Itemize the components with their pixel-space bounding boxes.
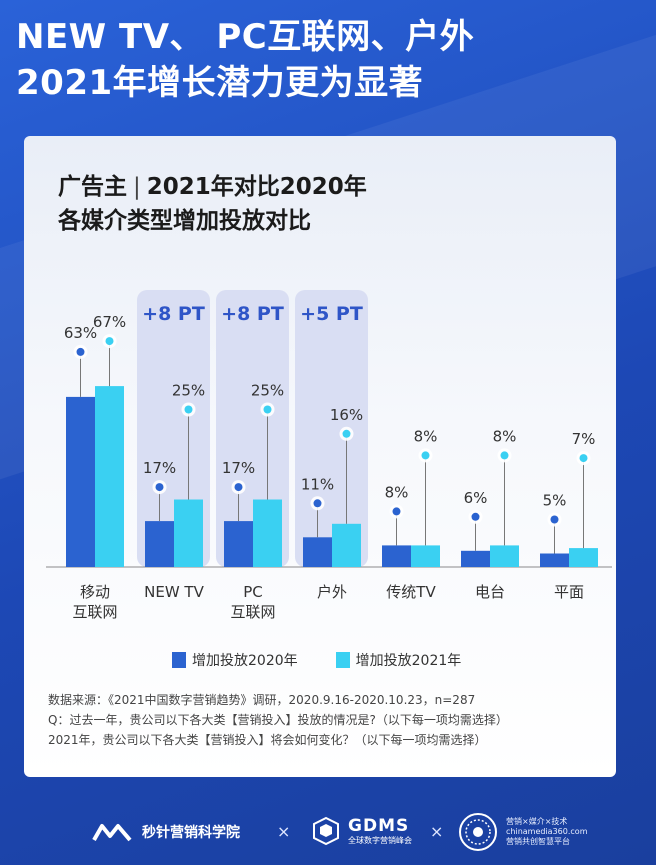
marker-dot [105,337,114,346]
legend-item-2021: 增加投放2021年 [335,650,462,670]
highlight-label: +8 PT [142,303,205,325]
category-label: 电台 [475,583,505,601]
note-question-2: 2021年，贵公司以下各大类【营销投入】将会如何变化？（以下每一项均需选择） [48,733,487,747]
marker-dot [500,451,509,460]
category-label: 移动 [80,583,110,601]
data-label: 63% [64,324,97,342]
bar [303,537,332,567]
card-title-left: 广告主 [58,174,127,200]
gdms-cube-icon [313,816,339,846]
bar [490,545,519,567]
marker-dot [579,454,588,463]
card-subtitle: 各媒介类型增加投放对比 [58,208,311,234]
logo-miaozhen-name: 秒针营销科学院 [142,825,240,841]
category-label: 互联网 [230,603,275,621]
note-question-1: Q：过去一年，贵公司以下各大类【营销投入】投放的情况是?（以下每一项均需选择） [48,713,508,727]
category-label: NEW TV [144,583,204,601]
legend-item-2020: 增加投放2020年 [172,650,298,670]
logo-chinamedia-line-2: chinamedia360.com [506,827,588,836]
logo-gdms-name: GDMS [348,815,410,836]
headline: NEW TV、 PC互联网、户外 2021年增长潜力更为显著 [16,14,640,106]
legend-label-2021: 增加投放2021年 [355,653,462,669]
marker-dot [234,483,243,492]
data-label: 17% [143,459,176,477]
data-label: 25% [172,382,205,400]
data-label: 8% [493,427,517,445]
highlight-band [216,290,289,567]
source-notes: 数据来源：《2021中国数字营销趋势》调研，2020.9.16-2020.10.… [48,690,618,750]
card-title-separator: | [133,174,141,200]
data-label: 7% [572,430,596,448]
chart-legend: 增加投放2020年 增加投放2021年 [172,648,499,672]
bar [540,553,569,567]
marker-dot [155,483,164,492]
miaozhen-logo-icon [92,824,132,842]
bar [411,545,440,567]
logo-gdms: GDMS 全球数字营销峰会 [312,816,412,846]
bar [145,521,174,567]
data-label: 8% [414,427,438,445]
logo-chinamedia-line-3: 营销共创智慧平台 [506,837,570,846]
marker-dot [471,512,480,521]
category-label: PC [243,583,263,601]
bar [224,521,253,567]
data-label: 5% [543,492,567,510]
marker-dot [550,515,559,524]
bar [382,545,411,567]
category-label: 传统TV [386,583,436,601]
highlight-label: +8 PT [221,303,284,325]
logo-miaozhen: 秒针营销科学院 [92,822,240,842]
bar [332,523,361,567]
legend-swatch-2021 [335,652,350,668]
marker-dot [421,451,430,460]
data-label: 11% [301,475,334,493]
legend-swatch-2020 [172,652,186,668]
footer: 秒针营销科学院 × GDMS 全球数字营销峰会 × 营销×媒介×技术 china… [0,800,656,865]
data-label: 16% [330,406,363,424]
category-label: 平面 [554,583,584,601]
bar [95,386,124,567]
data-label: 8% [385,483,409,501]
bar [461,550,490,567]
marker-dot [76,347,85,356]
times-separator-2: × [430,822,444,841]
chinamedia-seal-icon [459,813,497,851]
data-label: 25% [251,382,284,400]
highlight-band [137,290,210,567]
marker-dot [184,405,193,414]
marker-dot [313,499,322,508]
legend-label-2020: 增加投放2020年 [192,653,298,669]
category-label: 互联网 [72,603,117,621]
logo-gdms-subtitle: 全球数字营销峰会 [348,835,412,845]
data-label: 17% [222,459,255,477]
bar [253,499,282,567]
marker-dot [263,405,272,414]
card-title-right: 2021年对比2020年 [146,174,367,200]
data-label: 67% [93,313,126,331]
times-separator-1: × [277,822,291,841]
headline-line-1: NEW TV、 PC互联网、户外 [16,17,475,57]
headline-line-2: 2021年增长潜力更为显著 [16,63,424,103]
logo-chinamedia-line-1: 营销×媒介×技术 [506,817,568,826]
bar [66,396,95,567]
marker-dot [392,507,401,516]
logo-chinamedia: 营销×媒介×技术 chinamedia360.com 营销共创智慧平台 [458,812,587,852]
highlight-label: +5 PT [300,303,363,325]
category-label: 户外 [317,583,347,601]
data-label: 6% [464,489,488,507]
bar [174,499,203,567]
bar [569,548,598,567]
marker-dot [342,429,351,438]
note-source: 数据来源：《2021中国数字营销趋势》调研，2020.9.16-2020.10.… [48,693,476,707]
card-title: 广告主 | 2021年对比2020年 各媒介类型增加投放对比 [58,170,578,238]
